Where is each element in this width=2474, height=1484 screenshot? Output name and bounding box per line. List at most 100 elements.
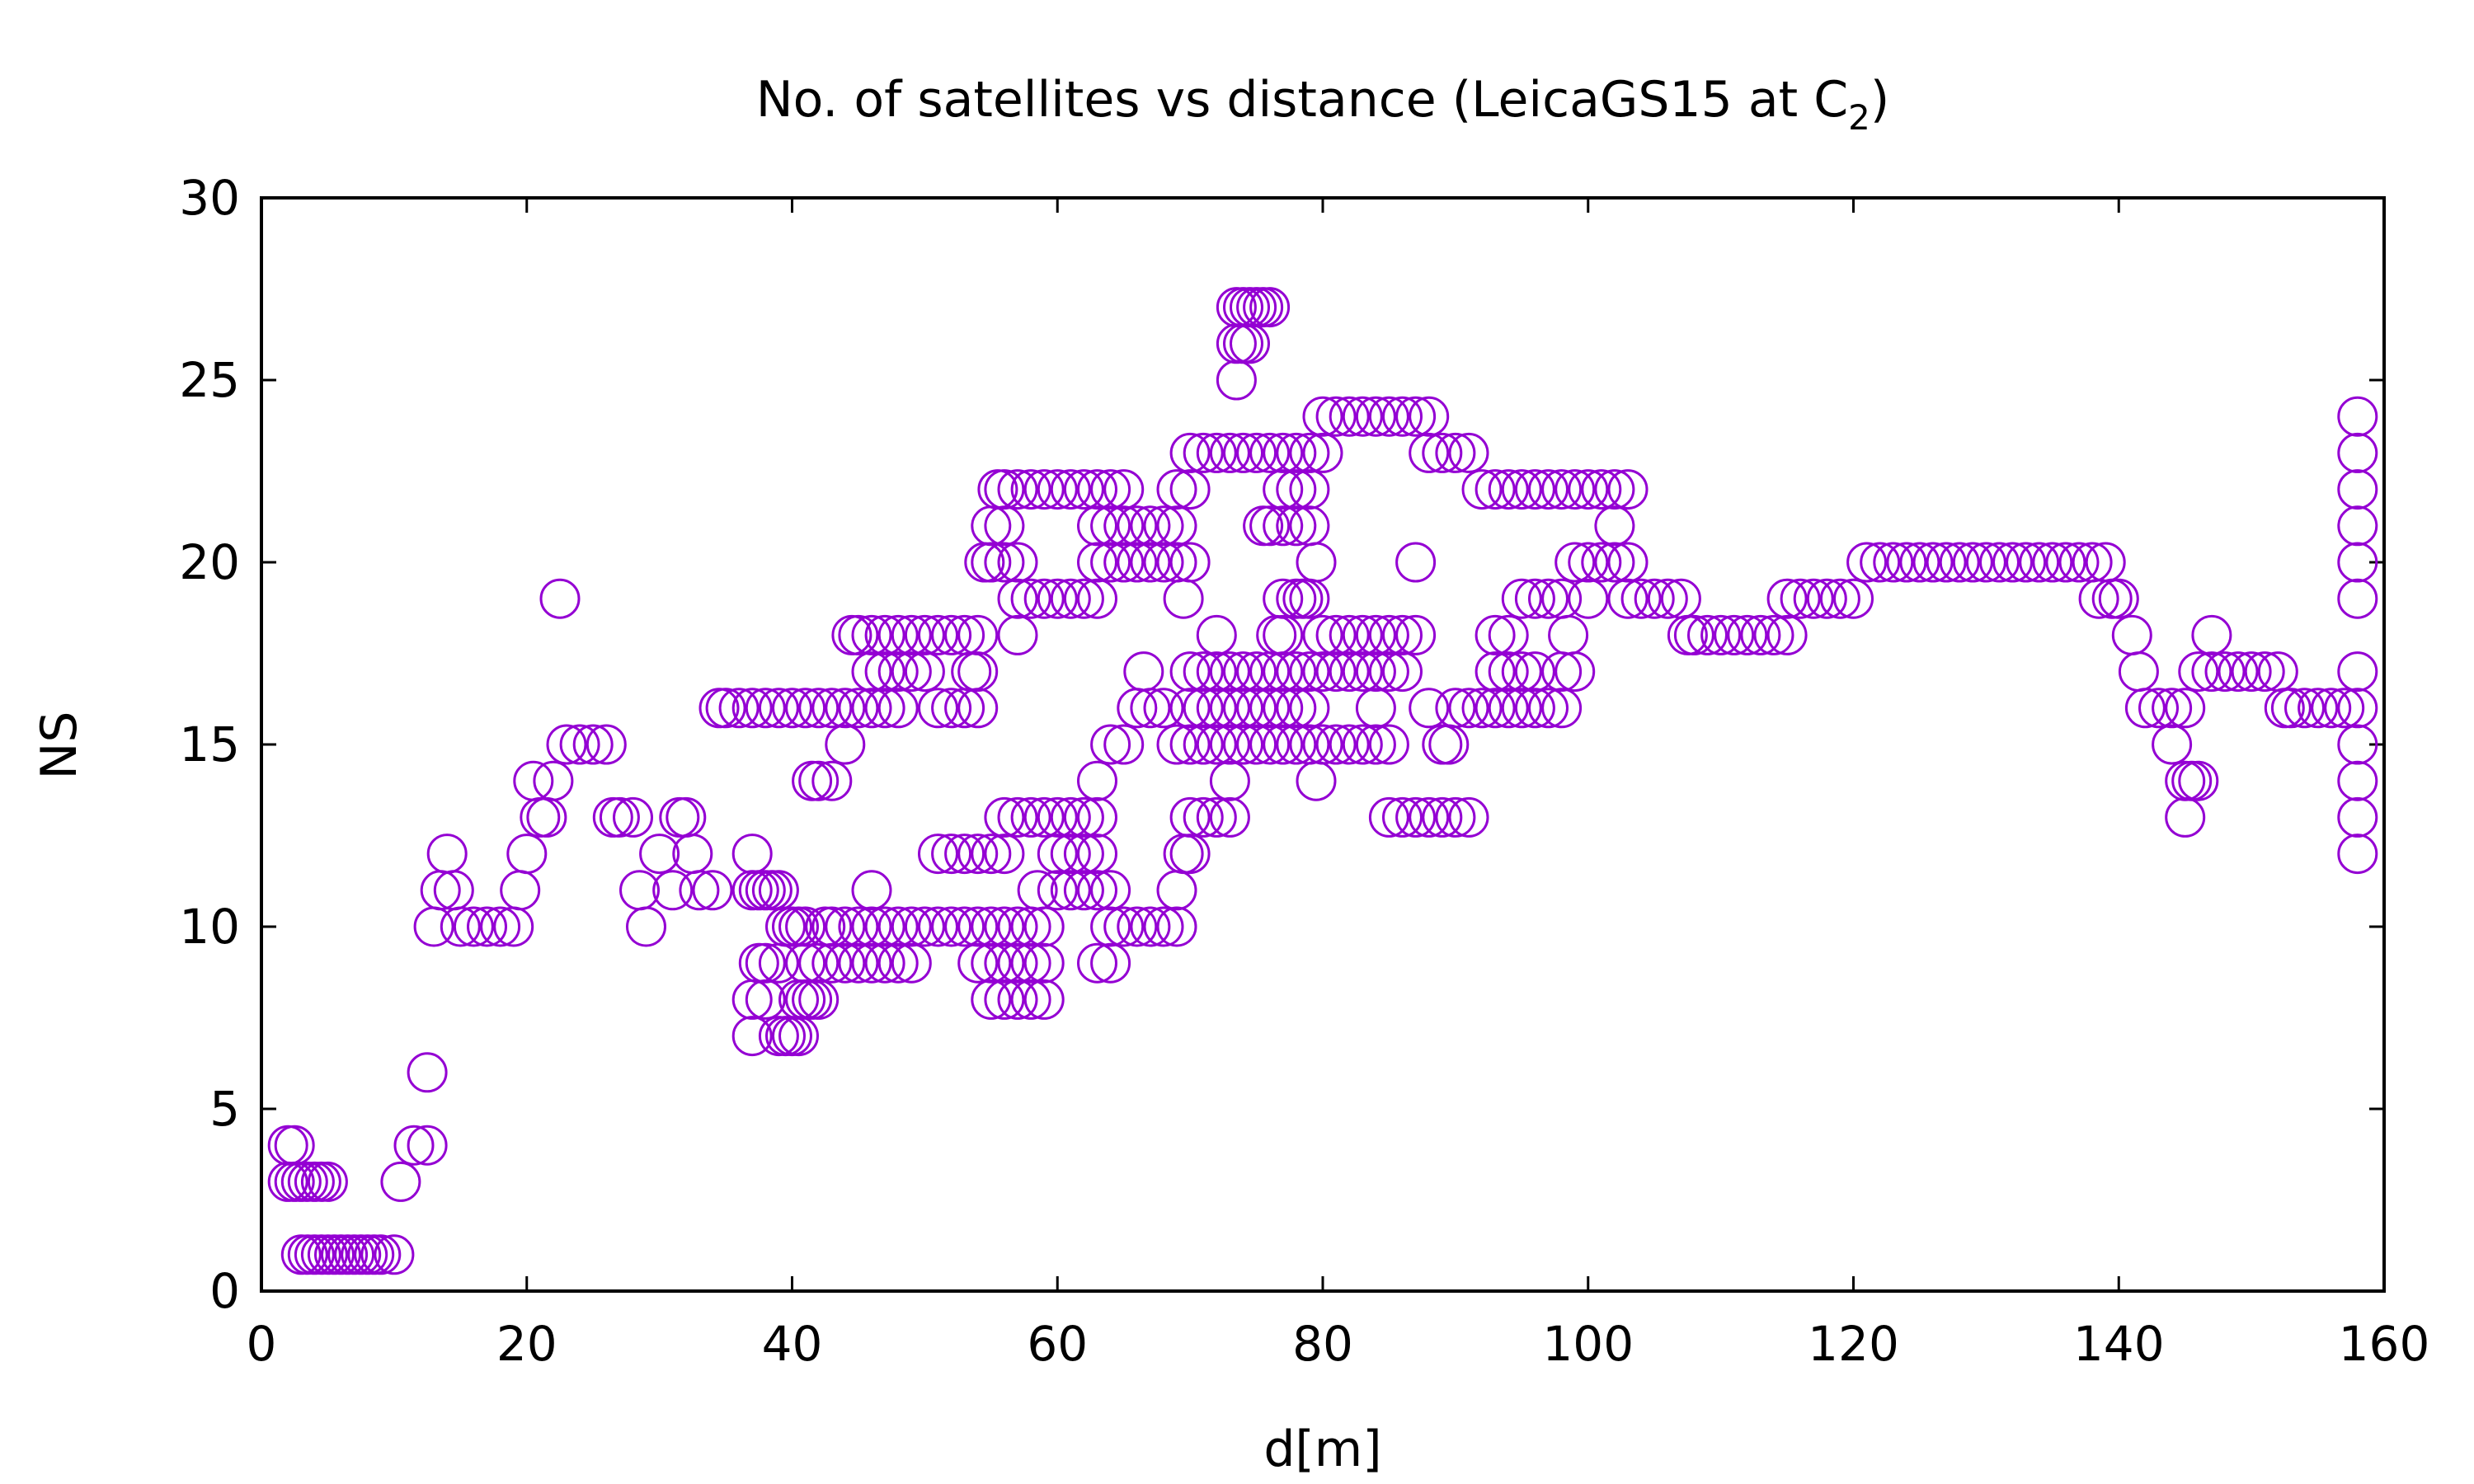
data-point <box>1037 469 1078 510</box>
data-point <box>891 614 932 655</box>
data-point <box>1620 578 1662 619</box>
data-point <box>2098 578 2139 619</box>
data-point <box>1123 651 1164 693</box>
data-point <box>1766 614 1808 655</box>
data-point <box>1607 542 1649 583</box>
data-point <box>891 942 932 984</box>
data-point <box>2337 542 2378 583</box>
data-point <box>1753 614 1794 655</box>
data-point <box>1063 469 1104 510</box>
data-point <box>1886 542 1927 583</box>
data-point <box>1077 469 1117 510</box>
data-point <box>1355 724 1396 765</box>
data-point <box>997 542 1038 583</box>
data-point <box>1209 796 1250 838</box>
data-point <box>1514 651 1555 693</box>
data-point <box>957 651 999 693</box>
data-point <box>971 979 1012 1020</box>
data-point <box>626 906 666 947</box>
data-point <box>1846 542 1888 583</box>
y-tick-label: 20 <box>179 534 240 590</box>
data-point <box>1050 834 1091 875</box>
data-point <box>1488 469 1529 510</box>
data-point <box>792 760 833 801</box>
data-point <box>1156 469 1197 510</box>
data-point <box>1063 834 1104 875</box>
data-point <box>480 906 521 947</box>
data-point <box>539 578 581 619</box>
data-point <box>407 1125 448 1166</box>
data-point <box>1236 688 1277 729</box>
data-point <box>1422 796 1463 838</box>
y-tick-label: 15 <box>179 716 240 773</box>
data-point <box>1169 834 1211 875</box>
data-point <box>957 906 999 947</box>
data-point <box>2337 578 2378 619</box>
data-point <box>877 614 919 655</box>
data-point <box>1296 760 1337 801</box>
data-point <box>1395 614 1437 655</box>
data-point <box>1236 724 1277 765</box>
data-point <box>1422 432 1463 473</box>
data-point <box>1103 469 1145 510</box>
data-point <box>1780 578 1821 619</box>
data-point <box>1448 796 1489 838</box>
data-point <box>1090 469 1131 510</box>
data-point <box>1090 724 1131 765</box>
data-point <box>1169 432 1211 473</box>
data-point <box>1263 688 1304 729</box>
data-point <box>864 906 905 947</box>
data-point <box>1196 724 1237 765</box>
data-point <box>825 906 866 947</box>
data-point <box>891 906 932 947</box>
data-point <box>1249 724 1291 765</box>
data-point <box>851 906 892 947</box>
data-point <box>1315 651 1357 693</box>
data-point <box>1342 651 1383 693</box>
data-point <box>772 688 812 729</box>
data-point <box>1156 906 1197 947</box>
data-point <box>825 688 866 729</box>
data-point <box>1355 396 1396 437</box>
data-point <box>1488 688 1529 729</box>
data-point <box>1594 542 1635 583</box>
data-point <box>731 688 773 729</box>
data-point <box>506 834 548 875</box>
data-point <box>2152 688 2193 729</box>
data-point <box>2045 542 2086 583</box>
data-point <box>1090 870 1131 911</box>
data-point <box>1342 614 1383 655</box>
data-point <box>1448 688 1489 729</box>
data-point <box>838 688 879 729</box>
data-point <box>1249 688 1291 729</box>
data-point <box>1409 796 1450 838</box>
data-points <box>267 287 2378 1275</box>
data-point <box>984 834 1025 875</box>
data-point <box>1010 578 1051 619</box>
data-point <box>2058 542 2100 583</box>
data-point <box>984 942 1025 984</box>
data-point <box>971 906 1012 947</box>
data-point <box>1077 505 1117 547</box>
data-point <box>1409 432 1450 473</box>
data-point <box>1263 724 1304 765</box>
data-point <box>2006 542 2047 583</box>
data-point <box>1594 469 1635 510</box>
data-point <box>1581 542 1622 583</box>
data-point <box>1382 396 1423 437</box>
data-point <box>1581 469 1622 510</box>
data-point <box>1475 688 1516 729</box>
data-point <box>1077 796 1117 838</box>
data-point <box>1196 796 1237 838</box>
data-point <box>1276 688 1317 729</box>
x-tick-label: 20 <box>496 1316 557 1372</box>
data-point <box>2337 760 2378 801</box>
data-point <box>1050 578 1091 619</box>
data-point <box>944 834 985 875</box>
data-point <box>904 906 945 947</box>
data-point <box>2204 651 2246 693</box>
x-tick-label: 0 <box>247 1316 277 1372</box>
data-point <box>1501 469 1542 510</box>
data-point <box>931 614 972 655</box>
data-point <box>1368 651 1409 693</box>
